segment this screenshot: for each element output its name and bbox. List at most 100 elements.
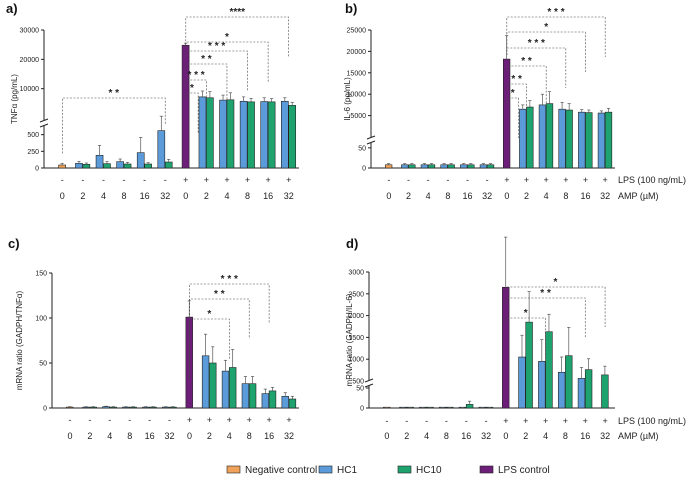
amp-value: 4 [101, 191, 106, 201]
bar-hc10 [144, 163, 152, 169]
bar-hc1 [597, 112, 606, 169]
bar-negative-control [66, 406, 74, 409]
significance-label: * * [540, 288, 551, 299]
lps-mark: + [286, 175, 291, 185]
lps-mark: - [427, 175, 430, 185]
bar-hc1 [460, 164, 468, 169]
bar-hc10 [209, 362, 217, 409]
y-axis-label: mRNA ratio (GADPH/IL-6) [345, 293, 354, 386]
lps-mark: - [446, 175, 449, 185]
panel-label: b) [345, 1, 357, 16]
amp-value: 4 [227, 431, 232, 441]
amp-value: 0 [503, 431, 508, 441]
amp-value: 16 [263, 191, 273, 201]
panel-1: a) 30000 20000 10000 500 250 0 TNFα (pg/mL) - 0 - 2… [6, 1, 299, 201]
amp-value: 8 [247, 431, 252, 441]
amp-value: 0 [187, 431, 192, 441]
amp-value: 8 [127, 431, 132, 441]
y-tick-label: 0 [43, 406, 47, 413]
bar-hc1 [241, 383, 250, 409]
legend-label: Negative control [245, 465, 317, 476]
significance-label: * [554, 277, 558, 288]
lps-mark: - [68, 415, 71, 425]
axis-break [40, 120, 48, 126]
lps-mark: + [583, 416, 588, 426]
bar-hc1 [75, 163, 83, 169]
amp-value: 4 [426, 191, 431, 201]
y-tick-label: 2500 [348, 291, 364, 298]
lps-mark: - [102, 175, 105, 185]
bar-hc10 [467, 164, 475, 169]
axis-break-mark [39, 123, 49, 128]
legend-label: HC1 [337, 465, 357, 476]
bar-hc1 [280, 100, 289, 169]
bar-hc10 [149, 406, 157, 409]
y-tick-label: 100 [35, 316, 47, 323]
lps-mark: + [583, 175, 588, 185]
amp-value: 32 [482, 191, 492, 201]
lps-label: LPS (100 ng/mL) [618, 416, 686, 426]
amp-value: 8 [563, 431, 568, 441]
bar-lps-control [181, 44, 190, 169]
lps-mark: + [224, 175, 229, 185]
amp-value: 32 [600, 431, 610, 441]
legend-item: LPS control [479, 465, 550, 476]
bar-hc10 [247, 101, 255, 169]
y-tick-label: 3000 [348, 270, 364, 277]
amp-value: 0 [504, 191, 509, 201]
bar-hc1 [116, 161, 124, 169]
significance-bracket [506, 83, 527, 124]
lps-mark: + [544, 175, 549, 185]
bar-hc1 [518, 356, 526, 409]
amp-label: AMP (µM) [618, 431, 659, 441]
amp-value: 8 [245, 191, 250, 201]
lps-mark: - [407, 175, 410, 185]
y-tick-label: 1500 [348, 335, 364, 342]
panel-label: c) [8, 236, 20, 251]
significance-bracket [189, 318, 230, 378]
significance-bracket [505, 286, 606, 327]
significance-label: * [511, 88, 515, 99]
lps-mark: + [523, 416, 528, 426]
amp-value: 0 [60, 191, 65, 201]
bar-hc1 [261, 393, 270, 409]
panel-label: d) [346, 236, 358, 251]
significance-bracket [506, 31, 586, 72]
significance-label: * * * [528, 38, 545, 49]
y-tick-label: 30000 [20, 28, 40, 35]
bar-hc10 [565, 109, 573, 169]
bar-hc1 [95, 155, 104, 169]
panel-3: c) 150 100 50 0 mRNA ratio (GADPH/TNFα) - 0 - 2 - 4… [8, 236, 299, 441]
panel-2: b) 25000 20000 15000 10000 5000 50 0 IL-6 (pg/mL… [343, 1, 686, 201]
bar-hc10 [103, 163, 111, 169]
amp-value: 32 [284, 191, 294, 201]
amp-value: 0 [183, 191, 188, 201]
bar-hc10 [447, 164, 455, 169]
amp-value: 32 [160, 191, 170, 201]
y-tick-label: 0 [35, 166, 39, 173]
lps-mark: - [387, 175, 390, 185]
lps-mark: + [204, 175, 209, 185]
bar-hc1 [260, 101, 269, 169]
axis-break-mark [366, 140, 376, 145]
significance-bracket [506, 16, 606, 57]
significance-label: * * * [221, 274, 238, 285]
bar-hc10 [129, 406, 137, 409]
amp-value: 2 [207, 431, 212, 441]
lps-mark: + [286, 415, 291, 425]
significance-bracket [185, 79, 207, 120]
lps-mark: - [466, 175, 469, 185]
bar-negative-control [58, 164, 66, 169]
y-tick-label: 0 [360, 406, 364, 413]
bar-hc10 [82, 164, 91, 169]
y-tick-label: 15000 [347, 70, 367, 77]
legend-item: Negative control [226, 465, 317, 476]
significance-bracket [189, 298, 250, 378]
significance-bracket [185, 63, 228, 104]
bar-hc1 [136, 152, 145, 169]
amp-value: 4 [107, 431, 112, 441]
significance-label: **** [229, 7, 245, 18]
amp-value: 2 [523, 431, 528, 441]
lps-label: LPS (100 ng/mL) [618, 175, 686, 185]
